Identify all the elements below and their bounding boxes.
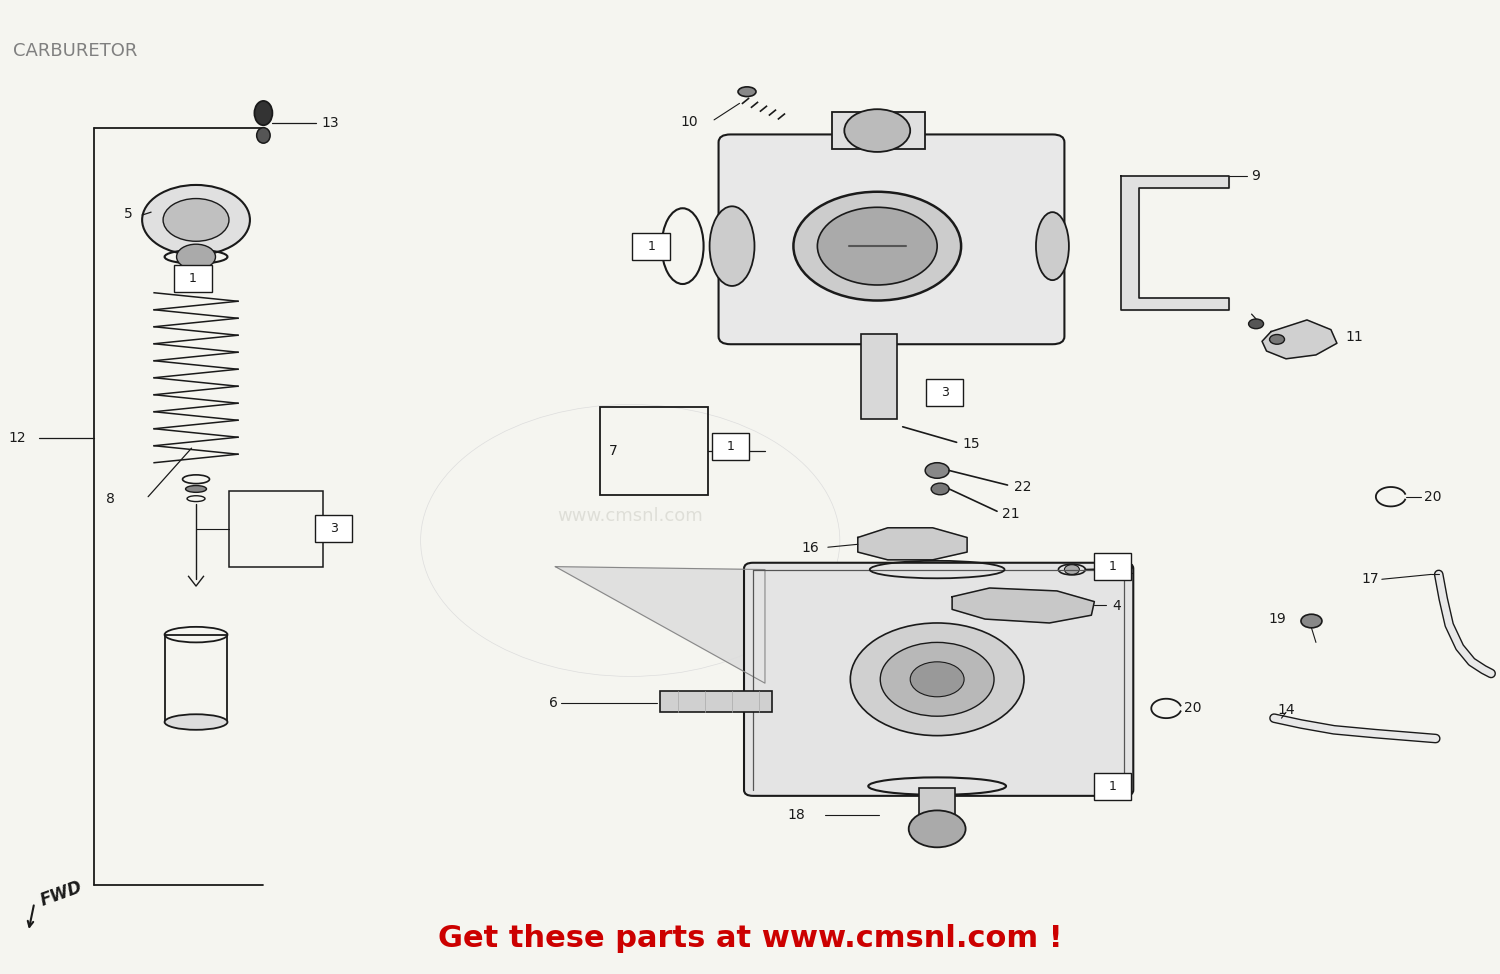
Circle shape bbox=[910, 661, 964, 696]
Text: FWD: FWD bbox=[38, 878, 86, 910]
Text: 21: 21 bbox=[1002, 507, 1019, 521]
Bar bbox=[660, 691, 772, 712]
Text: 12: 12 bbox=[9, 431, 27, 445]
Text: 11: 11 bbox=[1346, 330, 1364, 345]
Text: 1: 1 bbox=[189, 272, 196, 284]
Circle shape bbox=[1248, 318, 1263, 328]
Text: 3: 3 bbox=[330, 522, 338, 536]
Bar bbox=[920, 788, 956, 819]
Bar bbox=[600, 407, 708, 495]
FancyBboxPatch shape bbox=[718, 134, 1065, 344]
Bar bbox=[633, 233, 670, 260]
Text: 3: 3 bbox=[940, 387, 948, 399]
FancyBboxPatch shape bbox=[744, 563, 1134, 796]
Text: 15: 15 bbox=[963, 437, 980, 451]
Text: CARBURETOR: CARBURETOR bbox=[13, 42, 138, 60]
Bar bbox=[833, 112, 926, 149]
Bar bbox=[230, 491, 324, 567]
Ellipse shape bbox=[186, 486, 207, 492]
Ellipse shape bbox=[1036, 212, 1070, 281]
Text: 9: 9 bbox=[1251, 169, 1260, 183]
Ellipse shape bbox=[738, 87, 756, 96]
Text: Get these parts at www.cmsnl.com !: Get these parts at www.cmsnl.com ! bbox=[438, 924, 1062, 954]
Text: 16: 16 bbox=[801, 542, 819, 555]
Text: 20: 20 bbox=[1424, 490, 1442, 504]
Circle shape bbox=[1065, 565, 1080, 575]
Circle shape bbox=[818, 207, 938, 285]
Circle shape bbox=[794, 192, 962, 301]
Ellipse shape bbox=[165, 714, 228, 730]
Text: 5: 5 bbox=[124, 207, 134, 221]
Bar bbox=[1094, 772, 1131, 800]
Circle shape bbox=[1300, 615, 1322, 628]
Bar bbox=[174, 265, 211, 292]
Polygon shape bbox=[952, 588, 1095, 623]
Circle shape bbox=[1269, 334, 1284, 344]
Polygon shape bbox=[1122, 176, 1228, 311]
Circle shape bbox=[909, 810, 966, 847]
Text: 1: 1 bbox=[1108, 779, 1116, 793]
Ellipse shape bbox=[256, 128, 270, 143]
Text: 13: 13 bbox=[322, 116, 339, 130]
Text: 8: 8 bbox=[106, 492, 116, 506]
Bar bbox=[165, 635, 228, 722]
Polygon shape bbox=[555, 567, 765, 683]
Text: 6: 6 bbox=[549, 695, 558, 710]
Bar bbox=[315, 515, 352, 543]
Circle shape bbox=[164, 199, 230, 242]
Text: 18: 18 bbox=[788, 808, 806, 822]
Ellipse shape bbox=[255, 101, 273, 126]
Text: 1: 1 bbox=[1108, 560, 1116, 573]
Circle shape bbox=[926, 463, 950, 478]
Polygon shape bbox=[1262, 319, 1336, 358]
Text: 4: 4 bbox=[1113, 599, 1120, 614]
Bar bbox=[861, 333, 897, 419]
Text: 14: 14 bbox=[1276, 703, 1294, 718]
Circle shape bbox=[177, 244, 216, 270]
Bar bbox=[1094, 553, 1131, 581]
Ellipse shape bbox=[710, 206, 754, 286]
Text: 10: 10 bbox=[680, 115, 698, 129]
Polygon shape bbox=[858, 528, 968, 560]
Circle shape bbox=[932, 483, 950, 495]
Text: 20: 20 bbox=[1184, 701, 1202, 716]
Text: 1: 1 bbox=[726, 439, 735, 453]
Circle shape bbox=[142, 185, 250, 255]
Text: 2: 2 bbox=[1126, 563, 1134, 577]
Bar bbox=[712, 432, 750, 460]
Text: 17: 17 bbox=[1360, 573, 1378, 586]
Circle shape bbox=[850, 623, 1024, 735]
Text: www.cmsnl.com: www.cmsnl.com bbox=[558, 507, 704, 525]
Text: 19: 19 bbox=[1269, 612, 1286, 626]
Text: 1: 1 bbox=[646, 240, 656, 252]
Text: 7: 7 bbox=[609, 444, 618, 458]
Circle shape bbox=[844, 109, 910, 152]
Circle shape bbox=[880, 643, 995, 716]
Text: 22: 22 bbox=[1014, 480, 1031, 494]
Bar bbox=[926, 379, 963, 406]
